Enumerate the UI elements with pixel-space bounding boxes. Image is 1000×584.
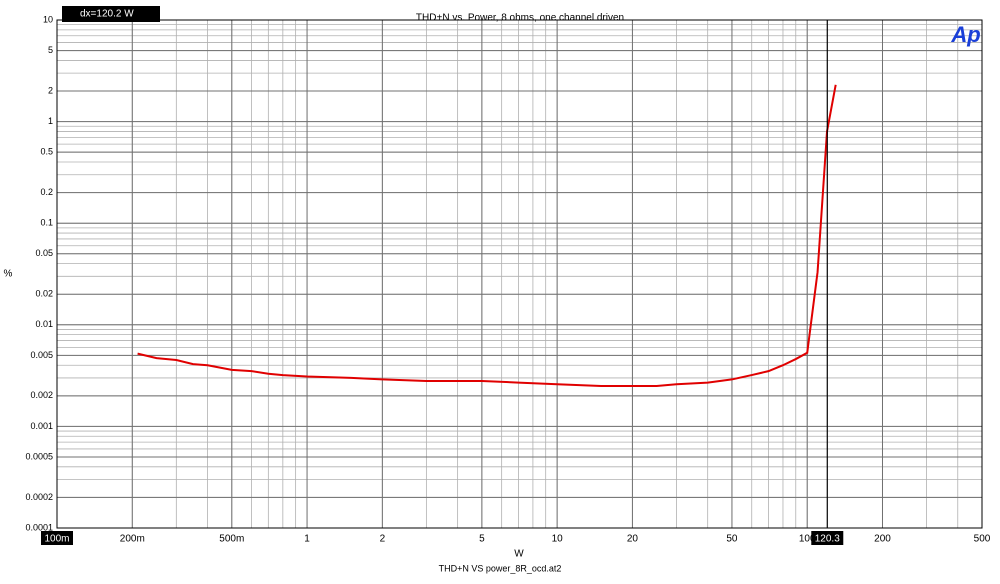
y-tick-label: 0.0002 [25,492,53,502]
y-tick-label: 5 [48,45,53,55]
x-tick-label: 100m [44,534,69,545]
x-tick-label: 5 [479,534,485,545]
cursor-box [811,531,844,545]
y-tick-label: 1 [48,116,53,126]
x-tick-label: 50 [726,534,738,545]
y-tick-label: 2 [48,85,53,95]
x-tick-label: 100 [799,534,816,545]
readout-box [62,6,160,22]
x-tick-box [41,531,73,545]
footer: THD+N VS power_8R_ocd.at2 [439,563,562,573]
y-tick-label: 0.002 [30,390,53,400]
x-tick-label: 10 [552,534,564,545]
y-tick-label: 0.2 [40,187,53,197]
x-tick-label: 20 [627,534,639,545]
y-axis-label: % [4,269,13,280]
x-tick-label: 500m [219,534,244,545]
y-tick-label: 0.0001 [25,522,53,532]
y-tick-label: 10 [43,14,53,24]
x-tick-label: 500 [974,534,991,545]
logo: Ap [950,22,980,47]
y-tick-label: 0.1 [40,218,53,228]
x-axis-label: W [514,549,524,560]
cursor-label: 120.3 [815,534,840,545]
series-line [137,84,837,387]
y-tick-label: 0.01 [35,319,53,329]
y-tick-label: 0.0005 [25,451,53,461]
chart-title: THD+N vs. Power, 8 ohms, one channel dri… [416,13,624,24]
plot [137,84,837,387]
x-tick-label: 200 [874,534,891,545]
x-tick-label: 2 [380,534,386,545]
readout: dx=120.2 W [80,9,134,20]
x-tick-label: 1 [304,534,310,545]
y-tick-label: 0.001 [30,421,53,431]
y-tick-label: 0.005 [30,350,53,360]
y-tick-label: 0.02 [35,289,53,299]
y-tick-label: 0.05 [35,248,53,258]
x-tick-label: 200m [120,534,145,545]
plot-frame [56,19,983,529]
y-tick-label: 0.5 [40,147,53,157]
